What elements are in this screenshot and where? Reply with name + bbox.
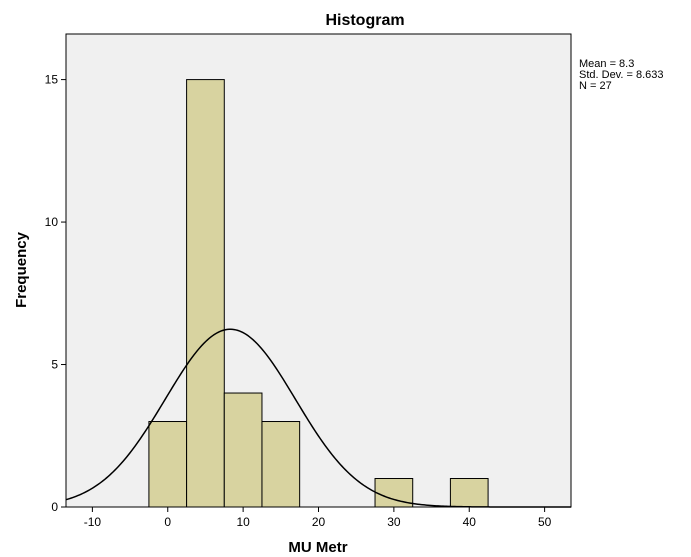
x-axis-label: MU Metr (288, 539, 347, 556)
y-tick-label: 0 (51, 500, 58, 514)
stats-box: Mean = 8.3 Std. Dev. = 8.633 N = 27 (579, 58, 664, 92)
histogram-bar-1 (186, 79, 225, 508)
stats-std-dev: Std. Dev. = 8.633 (579, 69, 664, 81)
x-tick-label: 0 (164, 515, 171, 529)
histogram-bar-5 (449, 478, 489, 508)
x-tick-label: 50 (538, 515, 552, 529)
x-tick-label: -10 (84, 515, 102, 529)
x-axis-ticks: -10 0 10 20 30 40 50 (84, 507, 552, 529)
normal-curve (65, 328, 571, 508)
histogram-bar-2 (223, 392, 263, 508)
y-axis-label: Frequency (13, 231, 30, 308)
y-axis-ticks: 0 5 10 15 (45, 73, 66, 514)
x-tick-label: 30 (387, 515, 401, 529)
y-tick-label: 10 (45, 215, 59, 229)
stats-mean: Mean = 8.3 (579, 58, 634, 70)
y-tick-label: 5 (51, 358, 58, 372)
x-tick-label: 20 (312, 515, 326, 529)
stats-n: N = 27 (579, 80, 612, 92)
histogram-bars (148, 79, 489, 508)
x-tick-label: 10 (236, 515, 250, 529)
histogram-bar-0 (148, 421, 188, 508)
y-tick-label: 15 (45, 73, 59, 87)
histogram-bar-3 (261, 421, 301, 508)
x-tick-label: 40 (463, 515, 477, 529)
chart-title: Histogram (325, 12, 404, 29)
